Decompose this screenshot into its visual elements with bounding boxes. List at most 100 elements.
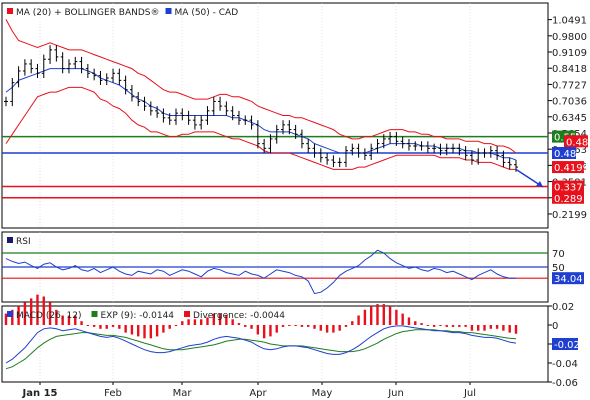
macd-divergence-bar — [470, 325, 474, 331]
macd-ytick-label-3: -0.04 — [552, 359, 578, 370]
macd-divergence-bar — [407, 317, 411, 325]
macd-divergence-bar — [445, 325, 448, 327]
macd-divergence-bar — [300, 325, 304, 327]
macd-divergence-bar — [244, 325, 247, 327]
macd-line — [5, 325, 517, 364]
bollinger-upper-line — [5, 19, 517, 154]
macd-divergence-bar — [187, 319, 190, 325]
macd-divergence-bar — [29, 298, 33, 325]
level-badge-0289-bg — [552, 191, 584, 204]
macd-divergence-bar — [130, 325, 134, 335]
level-badge-048: 0.48 — [554, 149, 576, 160]
macd-divergence-bar — [376, 304, 379, 325]
macd-divergence-bar — [325, 325, 329, 333]
forecast-arrow-head — [536, 180, 543, 187]
price-ytick-label-1: 0.9800 — [552, 32, 587, 43]
macd-divergence-bar — [237, 323, 241, 325]
macd-divergence-bar — [281, 325, 285, 327]
macd-ytick-label-0: 0.02 — [552, 302, 574, 313]
price-legend-label-0: MA (20) + BOLLINGER BANDS® — [16, 8, 160, 18]
macd-divergence-bar — [23, 302, 27, 325]
macd-divergence-bar — [11, 309, 14, 325]
rsi-legend-label: RSI — [16, 237, 31, 247]
macd-ytick-label-4: -0.06 — [552, 378, 578, 389]
rsi-level-label-1: 50 — [552, 263, 565, 274]
macd-divergence-bar — [351, 321, 354, 325]
macd-divergence-bar — [118, 325, 121, 329]
macd-divergence-bar — [357, 315, 360, 325]
macd-divergence-bar — [369, 306, 373, 325]
macd-divergence-bar — [105, 325, 108, 329]
macd-divergence-bar — [55, 309, 58, 325]
macd-legend-label-2: Divergence: -0.0044 — [193, 311, 285, 321]
macd-divergence-bar — [495, 325, 499, 329]
macd-divergence-bar — [294, 325, 297, 326]
macd-divergence-bar — [344, 325, 348, 327]
macd-divergence-bar — [432, 325, 436, 327]
macd-divergence-bar — [67, 315, 71, 325]
macd-divergence-bar — [288, 325, 291, 326]
macd-divergence-bar — [395, 309, 398, 325]
macd-ytick-label-1: 0 — [552, 321, 558, 332]
x-tick-label-1: Feb — [104, 388, 122, 399]
macd-divergence-bar — [514, 325, 518, 334]
x-tick-label-4: May — [312, 388, 333, 399]
macd-divergence-bar — [256, 325, 260, 335]
macd-divergence-bar — [92, 325, 96, 327]
price-ytick-label-5: 0.7036 — [552, 97, 587, 108]
macd-divergence-bar — [181, 321, 184, 325]
macd-divergence-bar — [439, 325, 442, 326]
level-badge-048-bg — [552, 147, 576, 159]
macd-divergence-bar — [74, 315, 77, 325]
macd-divergence-bar — [451, 325, 455, 327]
macd-divergence-bar — [382, 304, 385, 325]
price-ytick-label-6: 0.6345 — [552, 113, 587, 124]
macd-divergence-bar — [137, 325, 140, 337]
macd-divergence-bar — [508, 325, 511, 333]
macd-badge: -0.02 — [554, 340, 580, 351]
price-ytick-label-2: 0.9109 — [552, 48, 587, 59]
rsi-level-label-0: 70 — [552, 249, 565, 260]
macd-divergence-bar — [363, 309, 367, 325]
price-badge: 0.4199 — [554, 163, 589, 174]
macd-divergence-bar — [61, 315, 64, 325]
macd-legend-label-1: EXP (9): -0.0144 — [101, 311, 175, 321]
macd-divergence-bar — [420, 323, 423, 325]
rsi-badge: 34.04 — [554, 274, 583, 285]
x-tick-label-2: Mar — [173, 388, 193, 399]
macd-divergence-bar — [401, 313, 404, 325]
macd-divergence-bar — [218, 313, 222, 325]
macd-legend-swatch-0 — [7, 311, 13, 317]
macd-divergence-bar — [36, 294, 39, 325]
macd-divergence-bar — [143, 325, 146, 339]
macd-divergence-bar — [332, 325, 335, 333]
macd-divergence-bar — [483, 325, 486, 331]
macd-divergence-bar — [262, 325, 266, 339]
x-tick-label-0: Jan 15 — [22, 388, 58, 399]
bollinger-lower-line — [5, 86, 516, 170]
price-ytick-label-0: 1.0491 — [552, 16, 587, 27]
macd-divergence-bar — [206, 317, 209, 325]
macd-divergence-bar — [250, 325, 253, 329]
price-panel-frame — [1, 2, 549, 229]
macd-divergence-bar — [162, 325, 165, 333]
macd-divergence-bar — [414, 321, 417, 325]
macd-divergence-bar — [193, 319, 197, 325]
macd-divergence-bar — [199, 319, 203, 325]
x-tick-label-6: Jul — [463, 388, 476, 399]
price-legend-swatch-1 — [165, 8, 172, 14]
level-badge-0289: 0.289 — [554, 194, 583, 205]
macd-divergence-bar — [155, 325, 159, 337]
price-legend-swatch-0 — [7, 8, 13, 14]
macd-divergence-bar — [80, 321, 83, 325]
rsi-legend-swatch — [7, 237, 13, 243]
macd-divergence-bar — [275, 325, 278, 333]
macd-divergence-bar — [489, 325, 493, 329]
macd-divergence-bar — [212, 313, 215, 325]
x-tick-label-5: Jun — [387, 388, 404, 399]
macd-divergence-bar — [42, 296, 45, 325]
x-tick-label-3: Apr — [249, 388, 267, 399]
macd-divergence-bar — [313, 325, 316, 329]
macd-divergence-bar — [17, 306, 20, 325]
